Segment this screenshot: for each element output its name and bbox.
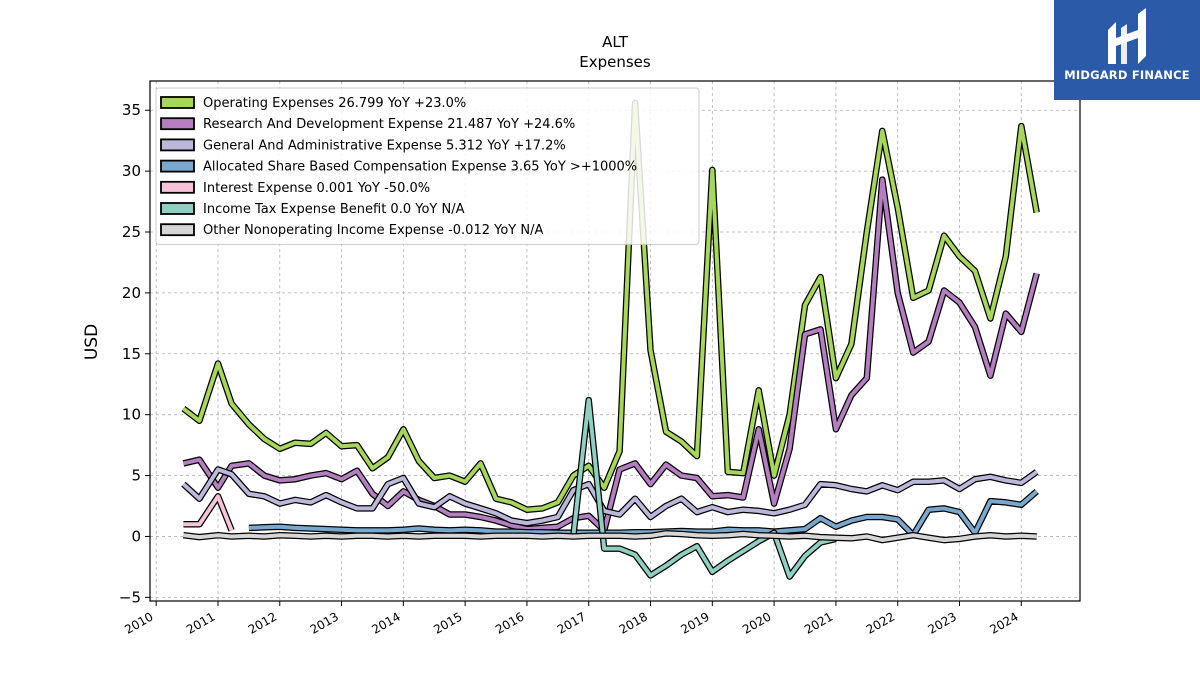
legend-label: Operating Expenses 26.799 YoY +23.0% [203, 96, 466, 111]
legend-label: Income Tax Expense Benefit 0.0 YoY N/A [203, 202, 465, 217]
x-tick-label: 2024 [987, 609, 1020, 636]
x-tick-label: 2017 [555, 609, 588, 636]
y-axis-label: USD [82, 324, 102, 360]
series-3 [248, 488, 1039, 539]
y-tick-label: −5 [119, 588, 141, 606]
brand-logo: MIDGARD FINANCE [1054, 0, 1200, 100]
chart-title: ALT [602, 33, 629, 51]
legend-swatch [160, 96, 195, 109]
midgard-logo-icon [1108, 8, 1146, 64]
y-tick-label: 15 [122, 345, 141, 363]
x-axis: 2010 2011 2012 2013 2014 2015 2016 2017 2018 2019… [122, 601, 1022, 637]
legend-swatch [160, 117, 195, 131]
series-line [248, 489, 1039, 538]
plot-frame [149, 80, 1081, 602]
x-tick-label: 2022 [864, 609, 897, 636]
series-6 [183, 530, 1037, 544]
series-5 [570, 396, 837, 580]
x-tick-label: 2016 [493, 609, 526, 636]
legend-label: Interest Expense 0.001 YoY -50.0% [203, 181, 430, 196]
series-line [182, 177, 1039, 533]
y-tick-label: 5 [131, 467, 141, 485]
x-tick-label: 2011 [184, 609, 217, 636]
y-tick-label: 0 [131, 527, 141, 545]
legend-swatch [160, 180, 195, 194]
legend-swatch [160, 159, 195, 173]
series-4 [183, 493, 235, 532]
legend-label: Research And Development Expense 21.487 … [203, 117, 575, 132]
brand-name: MIDGARD FINANCE [1064, 68, 1190, 82]
series-1 [182, 176, 1040, 534]
series-line [182, 467, 1038, 526]
series-0 [181, 99, 1040, 513]
series-line [183, 494, 234, 532]
series-lines [181, 99, 1040, 580]
y-tick-label: 20 [122, 284, 141, 302]
series-line [183, 531, 1037, 543]
y-tick-label: 35 [122, 101, 141, 119]
series-2 [181, 466, 1039, 527]
x-tick-label: 2018 [617, 609, 650, 636]
x-tick-label: 2013 [308, 609, 341, 636]
legend-swatch [160, 223, 195, 237]
x-tick-label: 2019 [678, 609, 711, 636]
x-tick-label: 2012 [246, 609, 279, 636]
x-tick-label: 2015 [431, 609, 464, 636]
chart-subtitle: Expenses [579, 53, 651, 71]
x-tick-label: 2014 [369, 609, 402, 636]
legend-frame [155, 87, 700, 245]
series-line [182, 100, 1039, 512]
y-tick-label: 10 [122, 406, 141, 424]
legend-swatch [160, 202, 195, 215]
y-axis: −5 0 5 10 15 20 25 30 35 [119, 101, 150, 606]
x-tick-label: 2021 [802, 609, 835, 636]
x-tick-label: 2023 [926, 609, 959, 636]
y-tick-label: 30 [122, 162, 141, 180]
legend-label: Allocated Share Based Compensation Expen… [203, 160, 637, 175]
legend-label: General And Administrative Expense 5.312… [203, 138, 566, 153]
legend: Operating Expenses 26.799 YoY +23.0% Rese… [155, 87, 700, 245]
x-tick-label: 2020 [740, 609, 773, 636]
legend-label: Other Nonoperating Income Expense -0.012… [203, 223, 543, 238]
series-line [571, 398, 837, 579]
legend-swatch [160, 138, 195, 152]
x-tick-label: 2010 [122, 609, 155, 636]
y-tick-label: 25 [122, 223, 141, 241]
